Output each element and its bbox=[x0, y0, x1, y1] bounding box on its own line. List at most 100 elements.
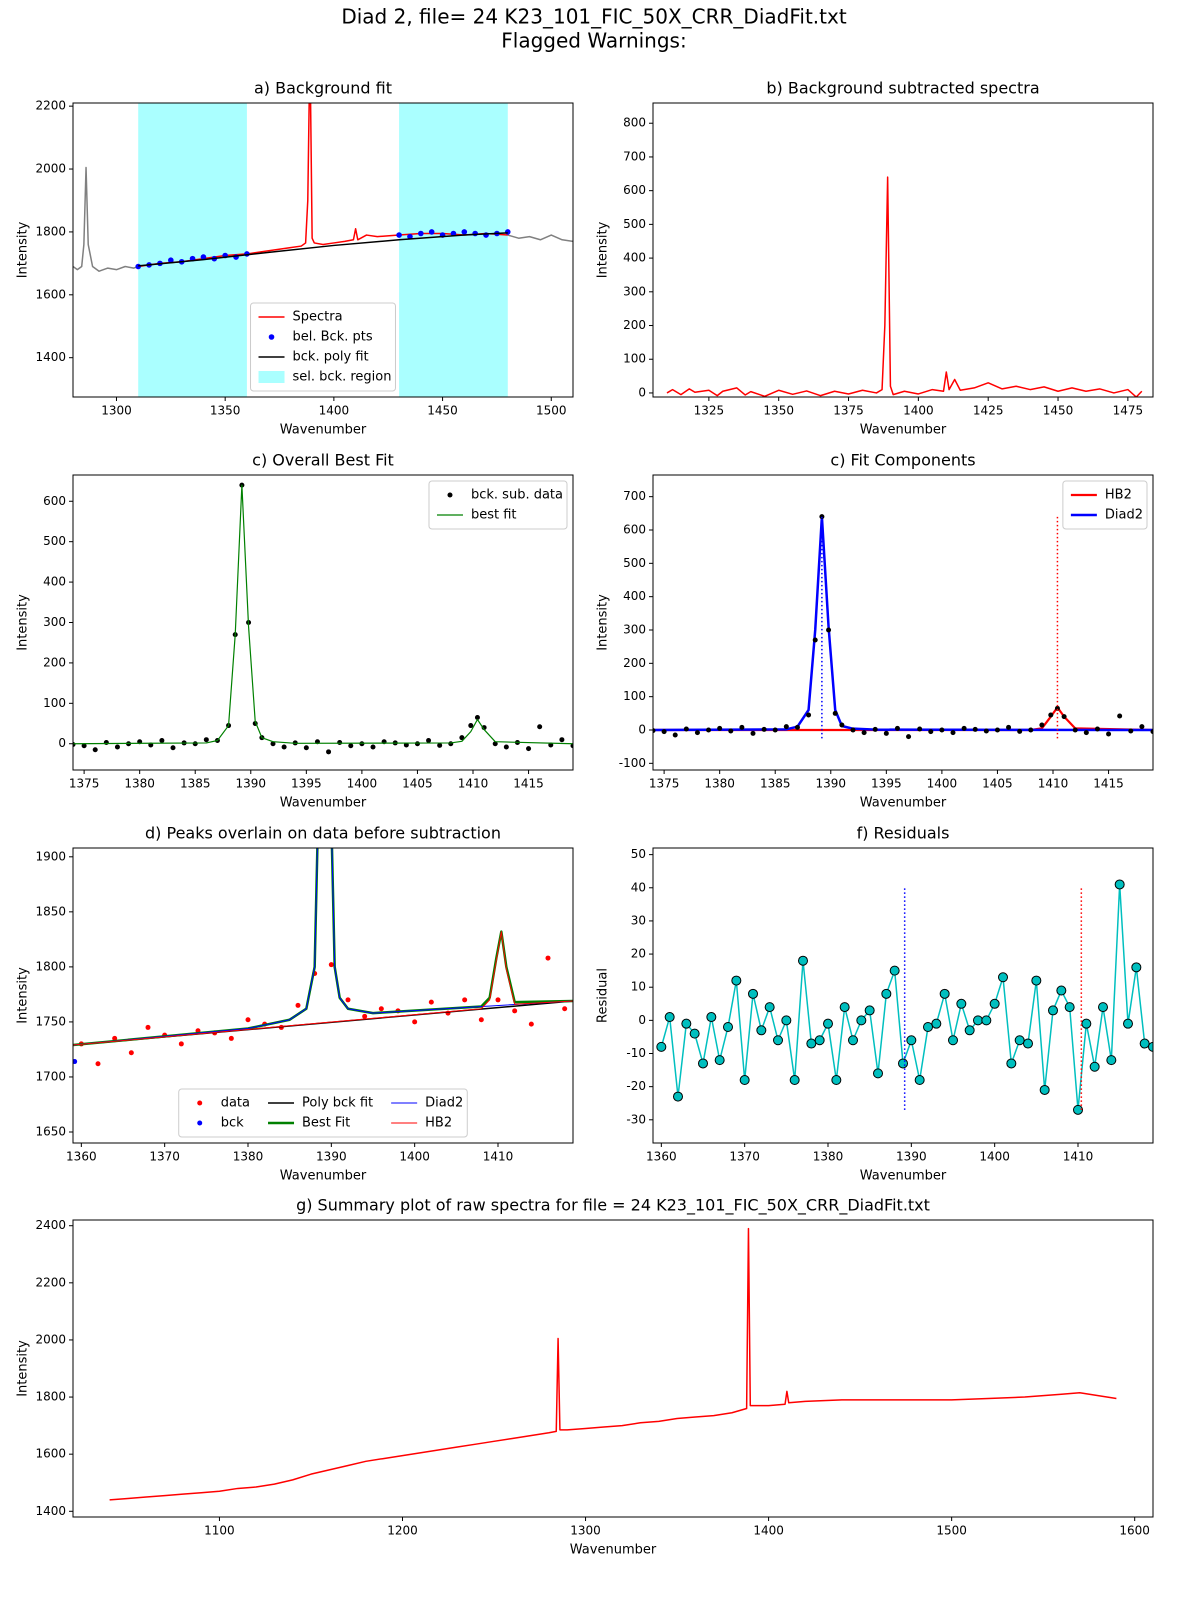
y-tick-label: 300 bbox=[623, 284, 646, 298]
legend-label: best fit bbox=[471, 508, 517, 523]
data-point bbox=[407, 233, 413, 240]
data-point bbox=[528, 1021, 534, 1027]
x-tick-label: 1405 bbox=[982, 777, 1013, 791]
data-point bbox=[983, 728, 989, 734]
data-point bbox=[819, 514, 825, 520]
x-tick-label: 1390 bbox=[896, 1150, 927, 1164]
legend-box bbox=[250, 302, 396, 392]
series-line bbox=[109, 1227, 1117, 1501]
x-tick-label: 1100 bbox=[204, 1524, 235, 1538]
data-point bbox=[403, 742, 409, 748]
legend-label: bck bbox=[221, 1116, 244, 1131]
data-point bbox=[112, 1035, 118, 1041]
y-tick-label: 1800 bbox=[35, 959, 66, 973]
chart-title: f) Residuals bbox=[857, 824, 950, 843]
data-point bbox=[437, 742, 443, 748]
y-axis-label: Intensity bbox=[16, 967, 31, 1024]
data-point bbox=[362, 1013, 368, 1019]
data-point bbox=[1089, 1061, 1100, 1072]
y-tick-label: 1600 bbox=[35, 1447, 66, 1461]
data-point bbox=[178, 1041, 184, 1047]
data-point bbox=[717, 725, 723, 731]
data-point bbox=[981, 1015, 992, 1026]
data-point bbox=[672, 732, 678, 738]
data-point bbox=[706, 727, 712, 733]
legend-box bbox=[178, 1088, 468, 1138]
data-point bbox=[832, 710, 838, 716]
data-point bbox=[1123, 1018, 1133, 1029]
legend-marker bbox=[268, 334, 275, 340]
x-tick-label: 1395 bbox=[871, 777, 902, 791]
legend-label: bck. poly fit bbox=[293, 350, 369, 365]
data-point bbox=[883, 730, 889, 736]
data-point bbox=[994, 727, 1000, 733]
data-point bbox=[873, 1068, 883, 1079]
y-tick-label: 400 bbox=[623, 589, 646, 603]
y-tick-label: 40 bbox=[631, 880, 646, 894]
data-point bbox=[656, 1041, 667, 1052]
legend-label: data bbox=[221, 1096, 250, 1111]
data-point bbox=[850, 727, 856, 733]
data-point bbox=[939, 988, 950, 999]
y-tick-label: 400 bbox=[43, 575, 66, 589]
x-tick-label: 1350 bbox=[763, 404, 794, 418]
data-point bbox=[964, 1025, 975, 1036]
y-tick-label: 500 bbox=[43, 534, 66, 548]
x-tick-label: 1450 bbox=[1043, 404, 1074, 418]
data-point bbox=[931, 1018, 942, 1029]
data-point bbox=[789, 1075, 800, 1086]
chart-title: a) Background fit bbox=[254, 79, 392, 98]
series-line bbox=[73, 848, 573, 1046]
y-tick-label: 0 bbox=[638, 385, 646, 399]
x-tick-label: 1390 bbox=[816, 777, 847, 791]
data-point bbox=[1094, 726, 1100, 732]
data-point bbox=[200, 254, 207, 260]
data-point bbox=[1061, 714, 1067, 720]
y-tick-label: 600 bbox=[623, 523, 646, 537]
x-tick-label: 1370 bbox=[729, 1150, 760, 1164]
data-point bbox=[661, 729, 667, 735]
data-point bbox=[806, 1038, 817, 1049]
x-tick-label: 1380 bbox=[704, 777, 735, 791]
series-line bbox=[73, 166, 139, 272]
data-point bbox=[512, 1008, 518, 1014]
y-tick-label: 1800 bbox=[35, 224, 66, 238]
data-point bbox=[739, 724, 745, 730]
data-point bbox=[839, 722, 845, 728]
data-point bbox=[303, 745, 309, 751]
y-tick-label: 700 bbox=[623, 149, 646, 163]
data-point bbox=[348, 743, 354, 749]
data-point bbox=[794, 724, 800, 730]
legend-label: sel. bck. region bbox=[293, 370, 392, 385]
data-point bbox=[1014, 1035, 1025, 1046]
y-axis-label: Intensity bbox=[596, 221, 611, 278]
y-tick-label: 100 bbox=[623, 352, 646, 366]
y-tick-label: 200 bbox=[43, 655, 66, 669]
data-point bbox=[761, 726, 767, 732]
y-tick-label: -30 bbox=[626, 1112, 646, 1126]
y-tick-label: 2400 bbox=[35, 1218, 66, 1232]
data-point bbox=[414, 741, 420, 747]
data-point bbox=[683, 726, 689, 732]
y-tick-label: 1900 bbox=[35, 849, 66, 863]
x-tick-label: 1400 bbox=[927, 777, 958, 791]
chart-title: g) Summary plot of raw spectra for file … bbox=[296, 1196, 930, 1216]
data-point bbox=[1131, 962, 1142, 973]
x-axis-label: Wavenumber bbox=[280, 423, 367, 438]
data-point bbox=[894, 725, 900, 731]
data-point bbox=[1017, 728, 1023, 734]
legend: bck. sub. data best fit bbox=[428, 480, 568, 530]
data-point bbox=[756, 1025, 767, 1036]
x-tick-label: 1350 bbox=[210, 404, 241, 418]
y-tick-label: -10 bbox=[626, 1046, 646, 1060]
x-tick-label: 1400 bbox=[903, 404, 934, 418]
data-point bbox=[972, 726, 978, 732]
y-tick-label: 1600 bbox=[35, 287, 66, 301]
x-tick-label: 1390 bbox=[316, 1150, 347, 1164]
data-point bbox=[1039, 722, 1045, 728]
legend-label: HB2 bbox=[1105, 488, 1132, 503]
data-point bbox=[81, 743, 87, 749]
x-tick-label: 1410 bbox=[458, 777, 489, 791]
data-point bbox=[848, 1035, 858, 1046]
data-point bbox=[881, 988, 892, 999]
